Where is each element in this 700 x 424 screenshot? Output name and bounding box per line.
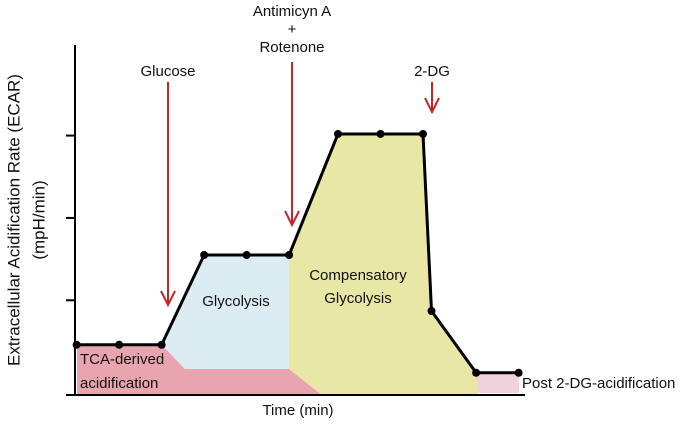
data-point [242, 251, 251, 259]
data-point [200, 251, 209, 259]
data-point [419, 129, 427, 138]
region-label: Glycolysis [324, 290, 392, 307]
x-axis-label: Time (min) [262, 402, 333, 419]
data-point [115, 340, 124, 349]
injection-label: Glucose [140, 63, 195, 80]
injection-label: Antimicyn A [253, 3, 331, 20]
compensatory-region [289, 133, 477, 395]
data-point [514, 368, 523, 377]
region-label: acidification [80, 375, 158, 392]
region-label: Compensatory [309, 267, 407, 284]
injection-label: 2-DG [414, 63, 450, 80]
y-axis-label: Extracellular Acidification Rate (ECAR) [4, 74, 23, 366]
injection-label: + [288, 21, 297, 38]
tca-region [77, 344, 322, 395]
glycolysis-region [161, 254, 289, 369]
post-2dg-region [477, 374, 519, 393]
arrow-head [424, 97, 440, 115]
y-axis-unit: (mpH/min) [29, 180, 48, 259]
data-point [72, 340, 81, 349]
arrow-head [284, 210, 300, 228]
region-label: Post 2-DG-acidification [522, 375, 675, 392]
data-point [334, 129, 342, 138]
data-point [285, 251, 294, 259]
data-point [376, 129, 385, 138]
data-line [76, 132, 519, 375]
data-point [157, 340, 166, 349]
region-label: Glycolysis [202, 293, 270, 310]
data-point [472, 368, 481, 377]
region-label: TCA-derived [80, 351, 164, 368]
arrow-head [160, 290, 176, 308]
data-point [427, 307, 436, 315]
injection-label: Rotenone [259, 39, 324, 56]
